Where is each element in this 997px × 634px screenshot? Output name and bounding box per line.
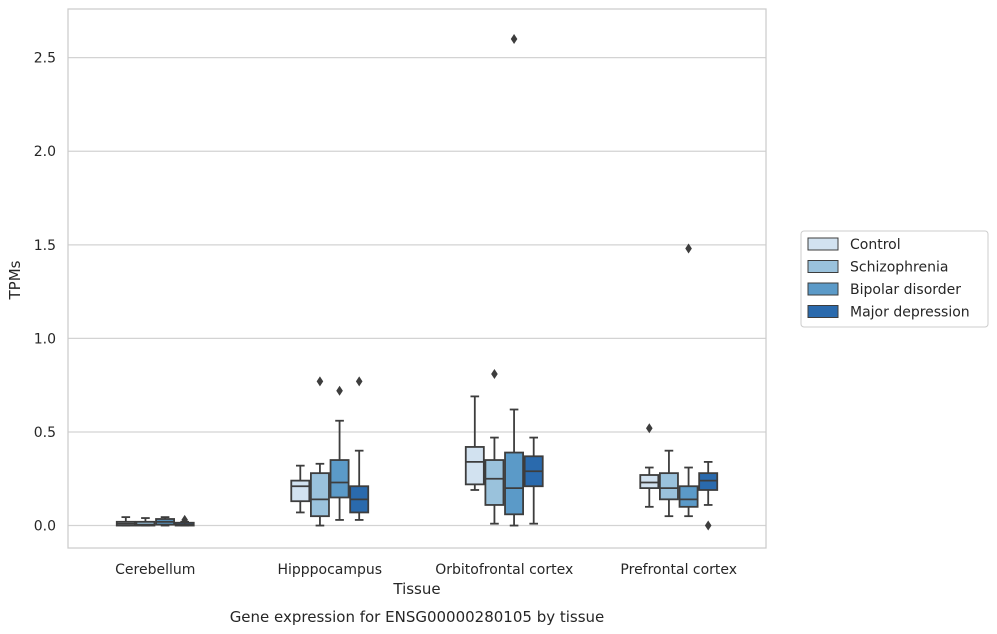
x-tick-label: Orbitofrontal cortex — [435, 562, 573, 578]
outlier-point — [181, 514, 188, 525]
box — [135, 520, 156, 527]
legend-label: Schizophrenia — [850, 260, 948, 276]
box — [290, 479, 311, 503]
y-tick-label: 2.0 — [34, 144, 56, 160]
x-tick-label: Prefrontal cortex — [620, 562, 737, 578]
legend-swatch — [807, 260, 839, 273]
plot-frame — [67, 8, 767, 549]
outlier-point — [316, 376, 324, 387]
legend-label: Major depression — [850, 305, 970, 321]
x-tick-labels: Cerebellum Hipppocampus Orbitofrontal cort… — [115, 562, 737, 578]
box-plot-series — [115, 33, 719, 531]
legend-label: Bipolar disorder — [850, 282, 961, 298]
box — [484, 459, 505, 506]
x-tick-label: Cerebellum — [115, 562, 195, 578]
chart-caption: Gene expression for ENSG00000280105 by t… — [230, 608, 605, 626]
outlier-point — [510, 33, 518, 44]
outlier-point — [336, 385, 343, 396]
legend-frame — [800, 230, 989, 328]
outlier-point — [704, 520, 712, 531]
series-control — [115, 395, 660, 527]
y-tick-label: 1.0 — [34, 331, 56, 347]
box — [329, 459, 350, 499]
x-tick-label: Hipppocampus — [277, 562, 382, 578]
x-axis-label: Tissue — [392, 580, 440, 598]
outlier-point — [685, 243, 692, 254]
y-tick-labels: 0.0 0.5 1.0 1.5 2.0 2.5 — [34, 51, 56, 535]
legend-swatch — [807, 305, 839, 318]
y-axis-label: TPMs — [6, 260, 24, 300]
outlier-point — [646, 423, 653, 434]
series-bipolar-disorder — [155, 33, 699, 527]
box — [310, 472, 330, 518]
box — [504, 451, 524, 516]
legend-items: Control Schizophrenia Bipolar disorder Majo… — [807, 237, 970, 321]
legend: Control Schizophrenia Bipolar disorder Majo… — [800, 230, 989, 328]
box — [698, 472, 719, 491]
y-tick-label: 2.5 — [34, 51, 56, 67]
outlier-point — [491, 368, 498, 379]
grid-lines — [68, 57, 766, 527]
legend-label: Control — [850, 237, 901, 253]
box — [659, 472, 679, 501]
box — [678, 485, 699, 508]
y-tick-label: 0.0 — [34, 519, 56, 535]
box — [639, 474, 660, 490]
y-tick-label: 1.5 — [34, 238, 56, 254]
outlier-point — [355, 376, 363, 387]
legend-swatch — [807, 237, 839, 251]
y-tick-label: 0.5 — [34, 425, 56, 441]
series-major-depression — [174, 376, 719, 531]
box — [464, 446, 485, 486]
legend-swatch — [807, 282, 839, 296]
series-schizophrenia — [135, 368, 679, 527]
